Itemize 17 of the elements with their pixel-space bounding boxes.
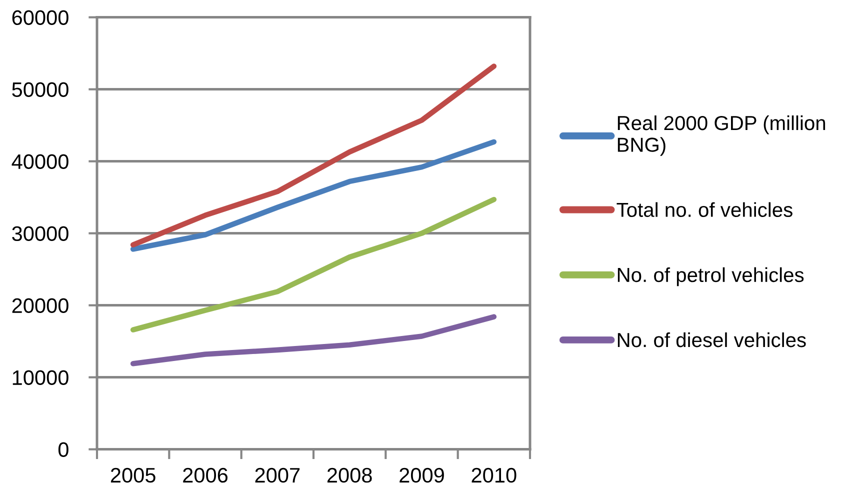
y-tick-label: 60000 [12, 10, 68, 26]
legend-label: Real 2000 GDP (million BNG) [618, 115, 826, 156]
y-tick-label: 0 [58, 442, 68, 458]
legend-label: No. of petrol vehicles [618, 267, 804, 286]
legend-label: No. of diesel vehicles [618, 332, 806, 348]
x-tick-label: 2008 [327, 468, 372, 483]
y-tick-label: 50000 [12, 82, 68, 98]
y-tick-label: 10000 [12, 370, 68, 386]
x-tick-label: 2009 [400, 468, 444, 483]
legend-label: Total no. of vehicles [616, 202, 792, 218]
x-tick-label: 2005 [110, 468, 156, 483]
x-tick-label: 2006 [183, 468, 228, 483]
x-tick-label: 2007 [255, 468, 300, 483]
y-tick-label: 30000 [12, 226, 68, 242]
y-tick-label: 20000 [12, 298, 68, 314]
y-tick-label: 40000 [12, 154, 68, 170]
x-tick-label: 2010 [472, 468, 516, 483]
